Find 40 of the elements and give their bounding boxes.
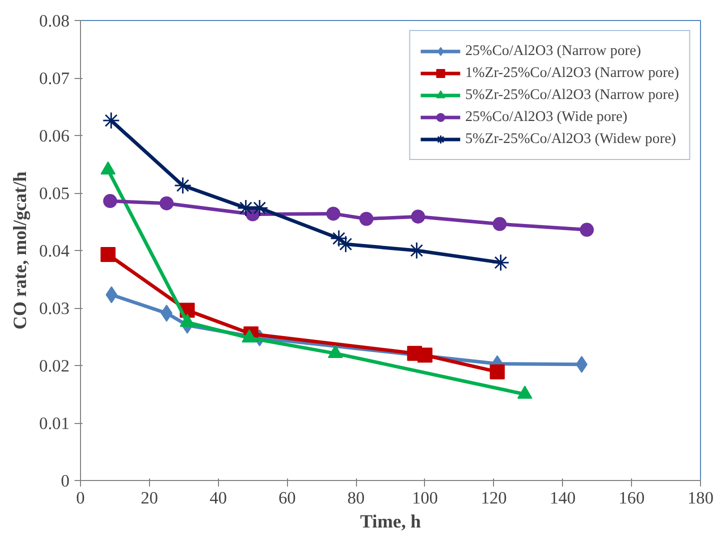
point [492,254,510,272]
point [490,364,505,380]
point [417,348,432,363]
x-tick-label: 0 [76,488,85,508]
x-tick-label: 60 [278,488,296,508]
legend-label: 5%Zr-25%Co/Al2O3 (Widew pore) [465,130,676,148]
x-tick-label: 160 [618,488,645,508]
y-tick-label: 0.06 [39,126,70,146]
y-tick-label: 0.01 [39,414,70,433]
y-tick-label: 0 [60,472,70,490]
point [326,206,340,221]
point [102,112,120,130]
y-tick-label: 0.08 [39,12,70,30]
point [174,176,192,194]
point [103,194,118,208]
point [160,196,174,210]
x-axis-title: Time, h [360,512,422,532]
x-tick-label: 140 [550,488,576,508]
point [100,247,116,262]
legend-label: 1%Zr-25%Co/Al2O3 (Narrow pore) [465,64,679,82]
y-tick-label: 0.03 [39,299,70,318]
point [411,210,426,224]
legend-label: 25%Co/Al2O3 (Narrow pore) [465,42,642,60]
x-tick-label: 80 [347,488,365,508]
legend-label: 25%Co/Al2O3 (Wide pore) [465,108,628,126]
point [492,217,507,232]
x-tick-label: 20 [140,488,158,508]
x-tick-label: 180 [688,488,714,508]
x-tick-label: 120 [480,488,507,508]
x-tick-label: 100 [412,488,438,508]
y-tick-label: 0.07 [39,69,70,88]
point [330,230,348,248]
x-tick-label: 40 [210,488,227,508]
y-tick-label: 0.05 [39,184,70,203]
y-tick-label: 0.04 [39,242,70,260]
point [580,222,594,237]
y-axis-title: CO rate, mol/gcat/h [10,170,32,330]
y-tick-label: 0.02 [39,356,70,376]
point [359,212,374,226]
legend-label: 5%Zr-25%Co/Al2O3 (Narrow pore) [465,86,679,104]
